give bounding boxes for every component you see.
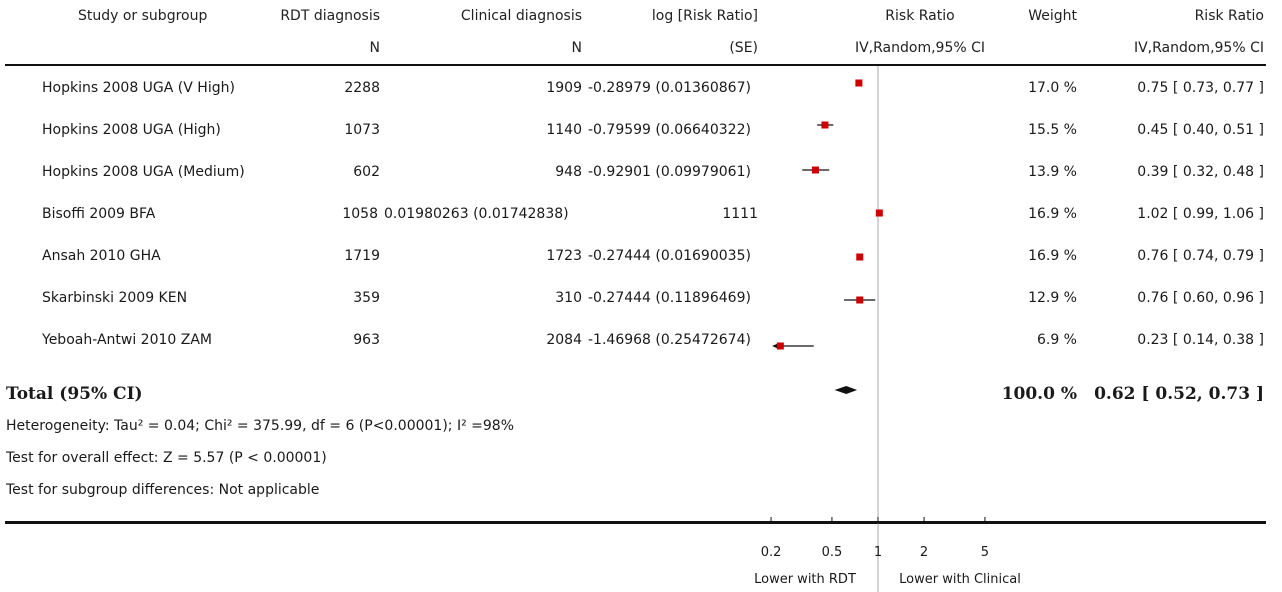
- study-marker: [876, 210, 883, 217]
- study-marker: [856, 297, 863, 304]
- study-marker: [855, 80, 862, 87]
- study-marker: [821, 122, 828, 129]
- study-marker: [856, 254, 863, 261]
- x-tick-label: 0.2: [761, 545, 782, 560]
- x-tick-label: 5: [981, 545, 989, 560]
- x-tick-label: 2: [920, 545, 928, 560]
- pooled-diamond: [835, 386, 858, 394]
- x-tick-label: 1: [874, 545, 882, 560]
- x-tick-label: 0.5: [822, 545, 843, 560]
- axis-left-label: Lower with RDT: [740, 571, 870, 588]
- axis-right-label: Lower with Clinical: [890, 571, 1030, 588]
- study-marker: [777, 343, 784, 350]
- study-marker: [812, 167, 819, 174]
